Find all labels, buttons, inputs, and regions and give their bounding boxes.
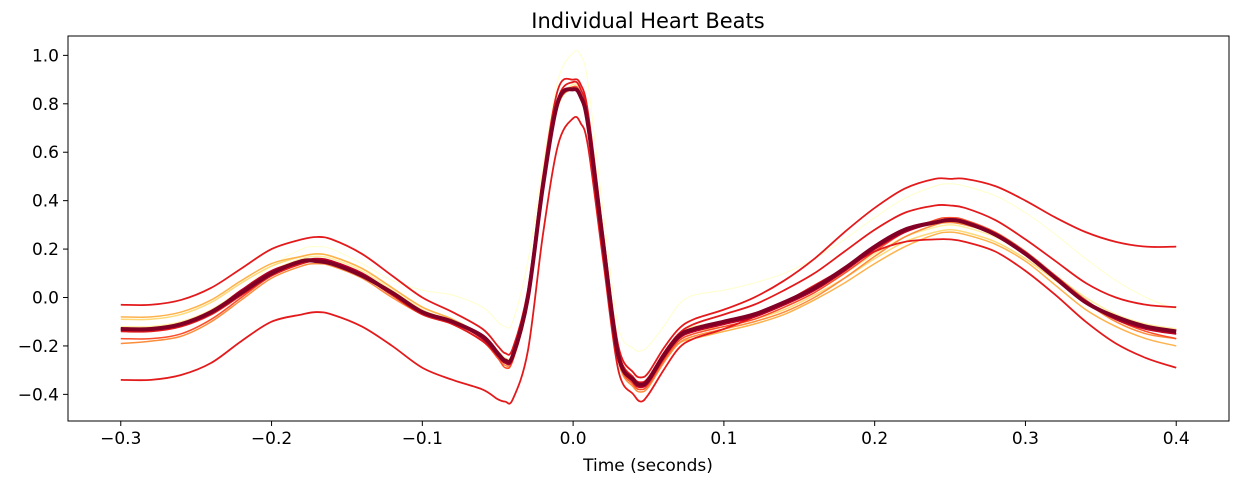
- y-axis-ticks: −0.4 −0.2 0.0 0.2 0.4 0.6 0.8 1.0: [18, 46, 68, 405]
- y-tick-label: 1.0: [32, 46, 59, 66]
- x-tick-label: 0.0: [560, 429, 587, 449]
- series-line-11: [120, 87, 1177, 387]
- y-tick-label: 0.8: [32, 95, 59, 115]
- y-tick-label: −0.2: [18, 337, 59, 357]
- y-tick-label: 0.6: [32, 143, 59, 163]
- y-tick-label: 0.4: [32, 192, 59, 212]
- x-tick-label: 0.4: [1163, 429, 1190, 449]
- chart-title: Individual Heart Beats: [531, 9, 764, 33]
- x-tick-label: −0.1: [402, 429, 443, 449]
- y-tick-label: 0.2: [32, 240, 59, 260]
- plot-frame: [67, 35, 1230, 422]
- x-axis-ticks: −0.3 −0.2 −0.1 0.0 0.1 0.2 0.3 0.4: [100, 421, 1190, 449]
- y-tick-label: −0.4: [18, 385, 59, 405]
- x-tick-label: 0.3: [1012, 429, 1039, 449]
- series-group: [120, 50, 1177, 405]
- x-tick-label: 0.2: [861, 429, 888, 449]
- y-tick-label: 0.0: [32, 289, 59, 309]
- x-tick-label: −0.2: [251, 429, 292, 449]
- x-axis-label: Time (seconds): [582, 456, 713, 476]
- series-line-1: [120, 50, 1177, 352]
- x-tick-label: 0.1: [710, 429, 737, 449]
- x-tick-label: −0.3: [100, 429, 141, 449]
